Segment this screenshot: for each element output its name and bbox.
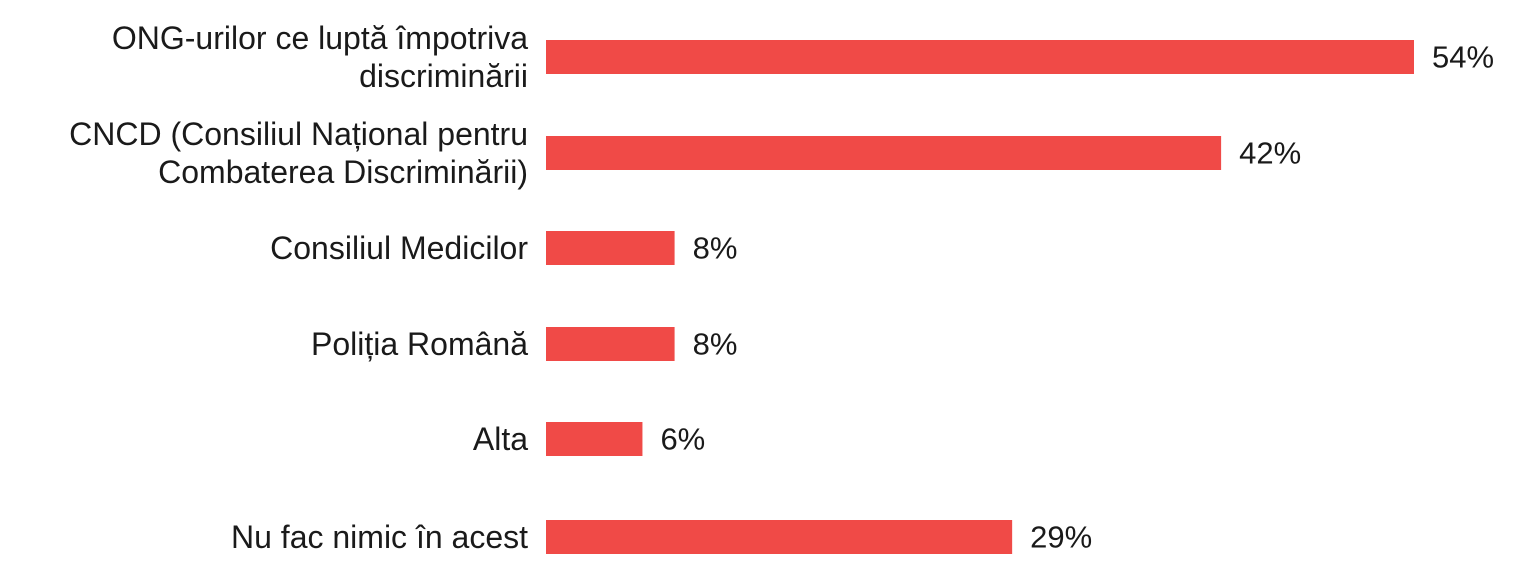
category-label-6: Nu fac nimic în acest [231,519,528,555]
value-label-5: 6% [660,422,705,457]
category-label-line: Alta [473,421,528,457]
category-label-5: Alta [473,421,528,457]
category-labels-group: ONG-urilor ce luptă împotriva discriminăr… [69,20,528,555]
category-label-line: Nu fac nimic în acest [231,519,528,555]
value-label-6: 29% [1030,520,1092,555]
value-label-4: 8% [693,327,738,362]
value-label-3: 8% [693,231,738,266]
category-label-line: CNCD (Consiliul Național pentru [69,116,528,152]
category-label-line: Combaterea Discriminării) [158,154,528,190]
category-label-3: Consiliul Medicilor [270,230,528,266]
value-label-2: 42% [1239,136,1301,171]
category-label-line: ONG-urilor ce luptă împotriva [112,20,528,56]
category-label-line: discriminării [359,58,528,94]
category-label-1: ONG-urilor ce luptă împotriva discriminăr… [112,20,528,94]
category-label-line: Consiliul Medicilor [270,230,528,266]
category-label-line: Poliția Română [311,326,528,362]
value-label-1: 54% [1432,40,1494,75]
bar-2 [546,136,1222,170]
bar-1 [546,40,1414,74]
bar-3 [546,231,675,265]
bar-4 [546,327,675,361]
value-labels-group: 54% 42% 8% 8% 6% 29% [660,40,1494,555]
bar-6 [546,520,1013,554]
bars-group [546,40,1414,554]
category-label-4: Poliția Română [311,326,528,362]
bar-5 [546,422,643,456]
category-label-2: CNCD (Consiliul Național pentru Combatere… [69,116,528,190]
